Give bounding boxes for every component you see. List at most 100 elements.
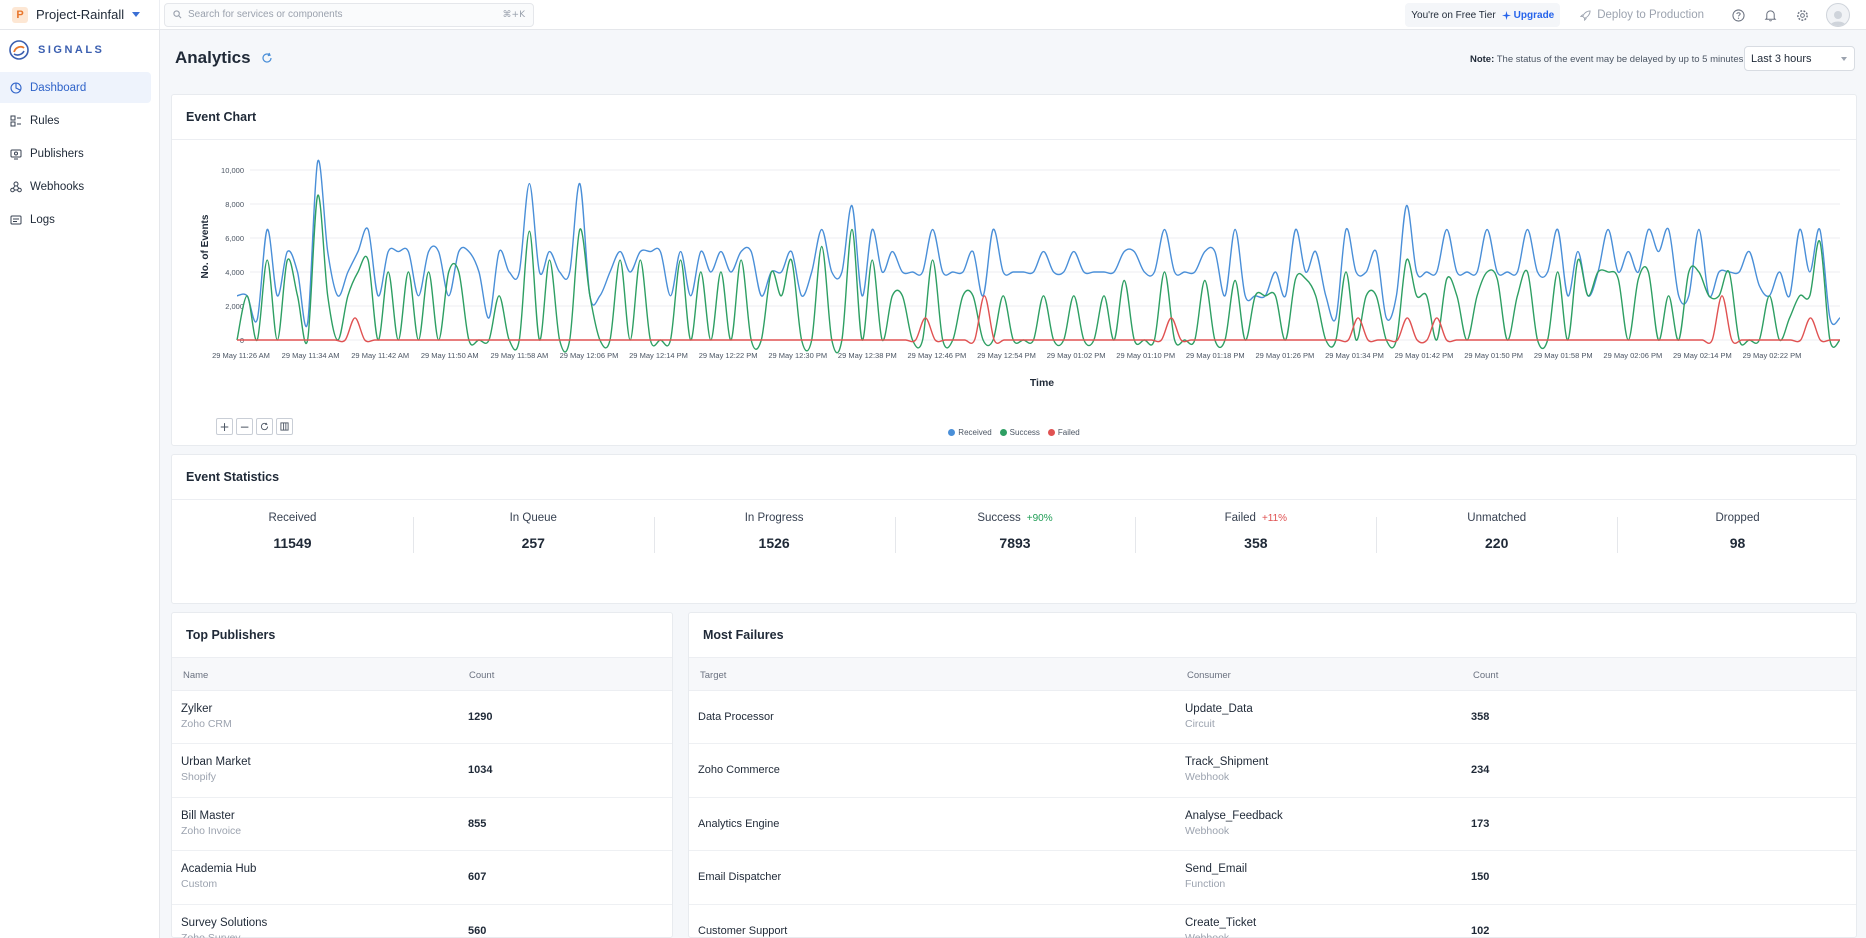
search-input[interactable]: [188, 9, 503, 20]
table-row[interactable]: Zoho Commerce Track_Shipment Webhook 234: [689, 744, 1856, 798]
publishers-icon: [10, 149, 22, 159]
bell-icon[interactable]: [1762, 7, 1778, 23]
x-tick-label: 29 May 01:50 PM: [1464, 351, 1523, 360]
stat-value: 220: [1485, 535, 1509, 551]
publisher-name: Zylker: [181, 703, 213, 715]
series-line-success: [236, 194, 1841, 354]
x-tick-label: 29 May 11:50 AM: [421, 351, 479, 360]
legend-item-failed[interactable]: Failed: [1047, 428, 1080, 437]
brand: SIGNALS: [0, 30, 159, 70]
publishers-table-body: Zylker Zoho CRM 1290 Urban Market Shopify 103…: [172, 691, 672, 938]
zoom-in-button[interactable]: +: [216, 418, 233, 435]
publisher-name: Urban Market: [181, 756, 251, 769]
legend-item-received[interactable]: Received: [948, 428, 992, 437]
upgrade-link[interactable]: Upgrade: [1501, 10, 1554, 21]
reset-icon: [260, 422, 269, 431]
sidebar-item-rules[interactable]: Rules: [0, 105, 151, 136]
sidebar: SIGNALS Dashboard Rules Publishers Webho…: [0, 30, 160, 938]
reset-zoom-button[interactable]: [256, 418, 273, 435]
y-tick-label: 8,000: [225, 200, 244, 209]
x-tick-label: 29 May 12:46 PM: [908, 351, 967, 360]
stat-label-text: Failed: [1224, 512, 1256, 524]
sidebar-item-dashboard[interactable]: Dashboard: [0, 72, 151, 103]
y-tick-label: 4,000: [225, 268, 244, 277]
publisher-source: Zoho Survey: [181, 931, 241, 938]
deploy-button[interactable]: Deploy to Production: [1580, 9, 1704, 21]
time-range-value: Last 3 hours: [1751, 52, 1812, 65]
failure-consumer-type: Circuit: [1185, 718, 1215, 730]
table-row[interactable]: Survey Solutions Zoho Survey 560: [172, 905, 672, 938]
avatar[interactable]: [1826, 3, 1850, 27]
x-tick-label: 29 May 01:34 PM: [1325, 351, 1384, 360]
stat-label-text: Dropped: [1715, 512, 1760, 524]
stat-trend: +90%: [1026, 512, 1053, 524]
user-icon: [1830, 11, 1846, 26]
y-axis-title: No. of Events: [200, 214, 211, 278]
table-row[interactable]: Urban Market Shopify 1034: [172, 744, 672, 798]
failure-consumer: Track_Shipment: [1185, 756, 1269, 769]
x-tick-label: 29 May 11:34 AM: [282, 351, 340, 360]
table-row[interactable]: Customer Support Create_Ticket Webhook 102: [689, 905, 1856, 938]
sidebar-item-label: Rules: [30, 114, 60, 127]
project-badge: P: [12, 6, 28, 23]
deploy-label: Deploy to Production: [1597, 9, 1704, 21]
table-row[interactable]: Bill Master Zoho Invoice 855: [172, 798, 672, 852]
failure-count: 173: [1471, 817, 1490, 830]
column-header-consumer: Consumer: [1187, 670, 1231, 681]
most-failures-title: Most Failures: [689, 613, 1856, 658]
logs-icon: [10, 215, 22, 224]
column-header-count: Count: [469, 670, 495, 681]
x-tick-label: 29 May 02:14 PM: [1673, 351, 1732, 360]
note-text: The status of the event may be delayed b…: [1496, 54, 1746, 65]
stat-unmatched: Unmatched 220: [1376, 511, 1617, 567]
stat-label-text: Success: [977, 512, 1021, 524]
y-tick-label: 6,000: [225, 234, 244, 243]
refresh-icon[interactable]: [261, 52, 273, 64]
stat-label-text: In Progress: [744, 512, 804, 524]
sidebar-item-publishers[interactable]: Publishers: [0, 138, 151, 169]
event-chart-title: Event Chart: [172, 95, 1856, 140]
failure-count: 102: [1471, 924, 1490, 937]
legend-dot: [999, 429, 1007, 436]
publisher-count: 1034: [468, 764, 493, 777]
table-row[interactable]: Zylker Zoho CRM 1290: [172, 691, 672, 745]
help-icon[interactable]: [1730, 7, 1746, 23]
series-line-received: [236, 159, 1841, 328]
stat-divider: [1376, 517, 1378, 553]
table-row[interactable]: Analytics Engine Analyse_Feedback Webhook 1…: [689, 798, 1856, 852]
x-tick-label: 29 May 12:14 PM: [629, 351, 688, 360]
failure-consumer: Create_Ticket: [1185, 916, 1257, 929]
legend-label: Failed: [1057, 428, 1080, 437]
gear-icon[interactable]: [1794, 7, 1810, 23]
publisher-count: 855: [468, 817, 487, 830]
tier-text: You're on Free Tier: [1411, 9, 1496, 21]
table-row[interactable]: Email Dispatcher Send_Email Function 150: [689, 851, 1856, 905]
search-box[interactable]: ⌘+K: [164, 2, 534, 27]
stat-label: Success +90%: [977, 511, 1052, 525]
event-chart-card: Event Chart 0 2,000 4,000 6,000 8,000 10,000 2…: [171, 94, 1857, 446]
failures-table-body: Data Processor Update_Data Circuit 358 Zoho …: [689, 691, 1856, 938]
x-tick-label: 29 May 11:26 AM: [212, 351, 270, 360]
x-tick-label: 29 May 01:58 PM: [1534, 351, 1593, 360]
sidebar-item-webhooks[interactable]: Webhooks: [0, 171, 151, 202]
x-tick-label: 29 May 12:06 PM: [560, 351, 619, 360]
project-switcher[interactable]: P Project-Rainfall: [0, 0, 160, 29]
x-tick-label: 29 May 11:58 AM: [490, 351, 548, 360]
zoom-out-button[interactable]: −: [236, 418, 253, 435]
chevron-down-icon: [1841, 57, 1847, 61]
legend-dot: [1047, 429, 1055, 436]
failure-target: Zoho Commerce: [698, 764, 780, 777]
x-tick-label: 29 May 01:42 PM: [1395, 351, 1454, 360]
table-row[interactable]: Academia Hub Custom 607: [172, 851, 672, 905]
table-row[interactable]: Data Processor Update_Data Circuit 358: [689, 691, 1856, 745]
y-tick-label: 10,000: [221, 166, 244, 175]
main-content: Analytics Note: The status of the event …: [161, 30, 1866, 938]
sidebar-item-logs[interactable]: Logs: [0, 204, 151, 235]
columns-button[interactable]: [276, 418, 293, 435]
publisher-name: Bill Master: [181, 809, 235, 822]
legend-item-success[interactable]: Success: [999, 428, 1040, 437]
legend-label: Received: [958, 428, 992, 437]
stat-value: 7893: [999, 535, 1031, 551]
time-range-select[interactable]: Last 3 hours: [1744, 46, 1855, 71]
failure-consumer-type: Webhook: [1185, 931, 1230, 938]
